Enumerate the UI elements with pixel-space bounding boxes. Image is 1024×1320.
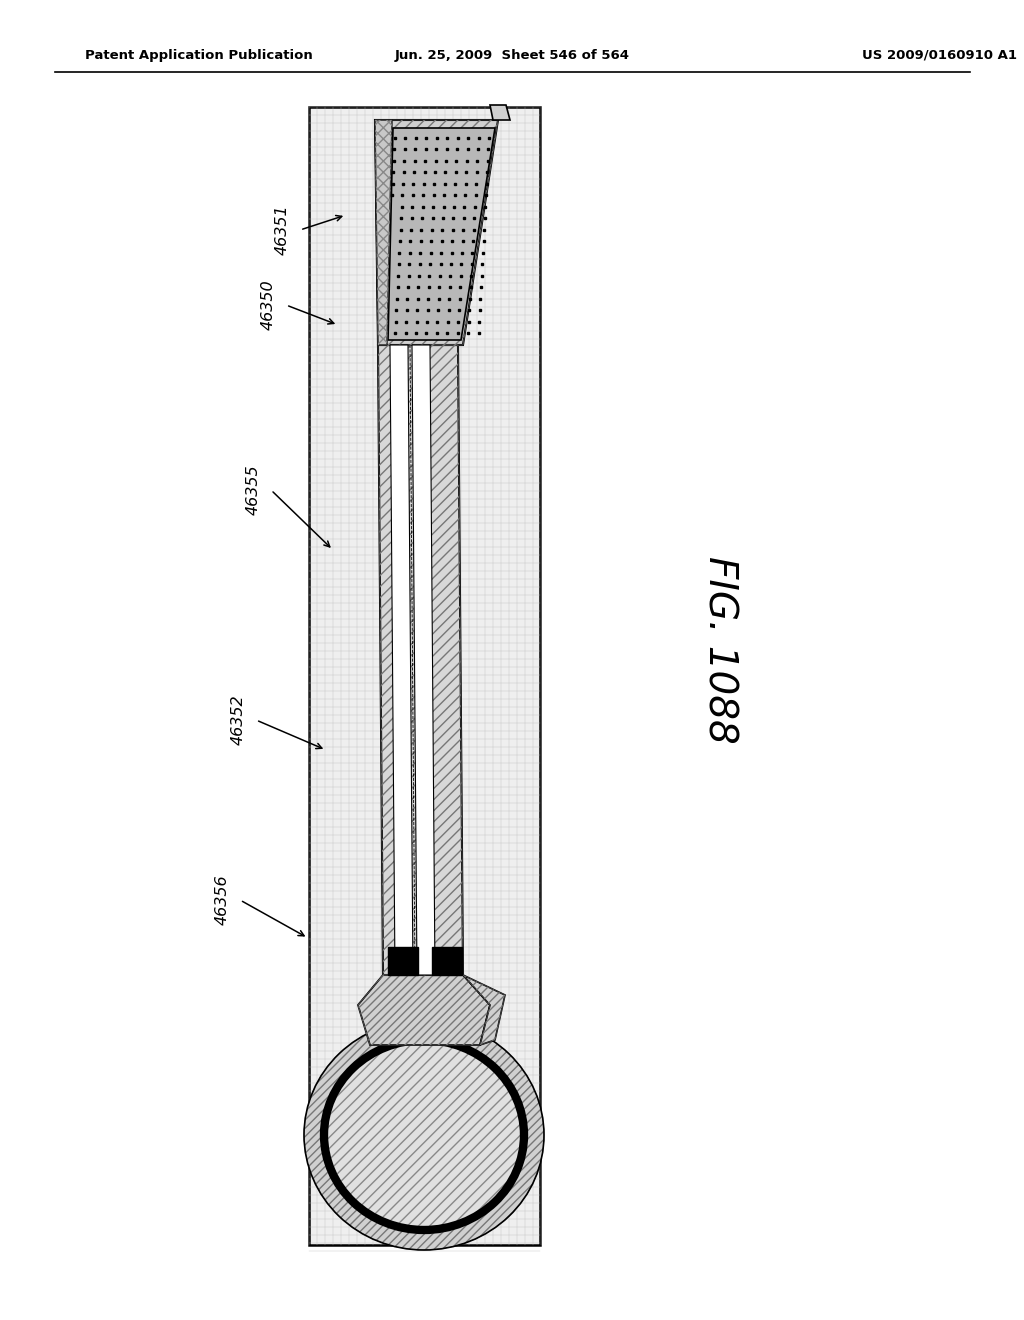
Bar	[388, 946, 418, 975]
Polygon shape	[378, 345, 463, 975]
Polygon shape	[463, 975, 505, 1045]
Polygon shape	[375, 120, 392, 345]
Ellipse shape	[304, 1020, 544, 1250]
Text: 46352: 46352	[230, 694, 246, 746]
Text: US 2009/0160910 A1: US 2009/0160910 A1	[862, 49, 1018, 62]
Polygon shape	[375, 120, 498, 345]
Polygon shape	[490, 106, 510, 120]
Text: FIG. 1088: FIG. 1088	[701, 556, 739, 744]
Polygon shape	[388, 128, 495, 341]
Text: 46356: 46356	[214, 875, 229, 925]
Bar	[309, 107, 540, 1245]
Bar	[432, 946, 462, 975]
Text: 46350: 46350	[260, 280, 275, 330]
Ellipse shape	[324, 1040, 524, 1230]
Text: Patent Application Publication: Patent Application Publication	[85, 49, 312, 62]
Polygon shape	[390, 345, 413, 975]
Text: Jun. 25, 2009  Sheet 546 of 564: Jun. 25, 2009 Sheet 546 of 564	[394, 49, 630, 62]
Polygon shape	[412, 345, 435, 975]
Text: 46355: 46355	[246, 465, 260, 515]
Polygon shape	[358, 975, 490, 1045]
Text: 46351: 46351	[274, 205, 290, 255]
